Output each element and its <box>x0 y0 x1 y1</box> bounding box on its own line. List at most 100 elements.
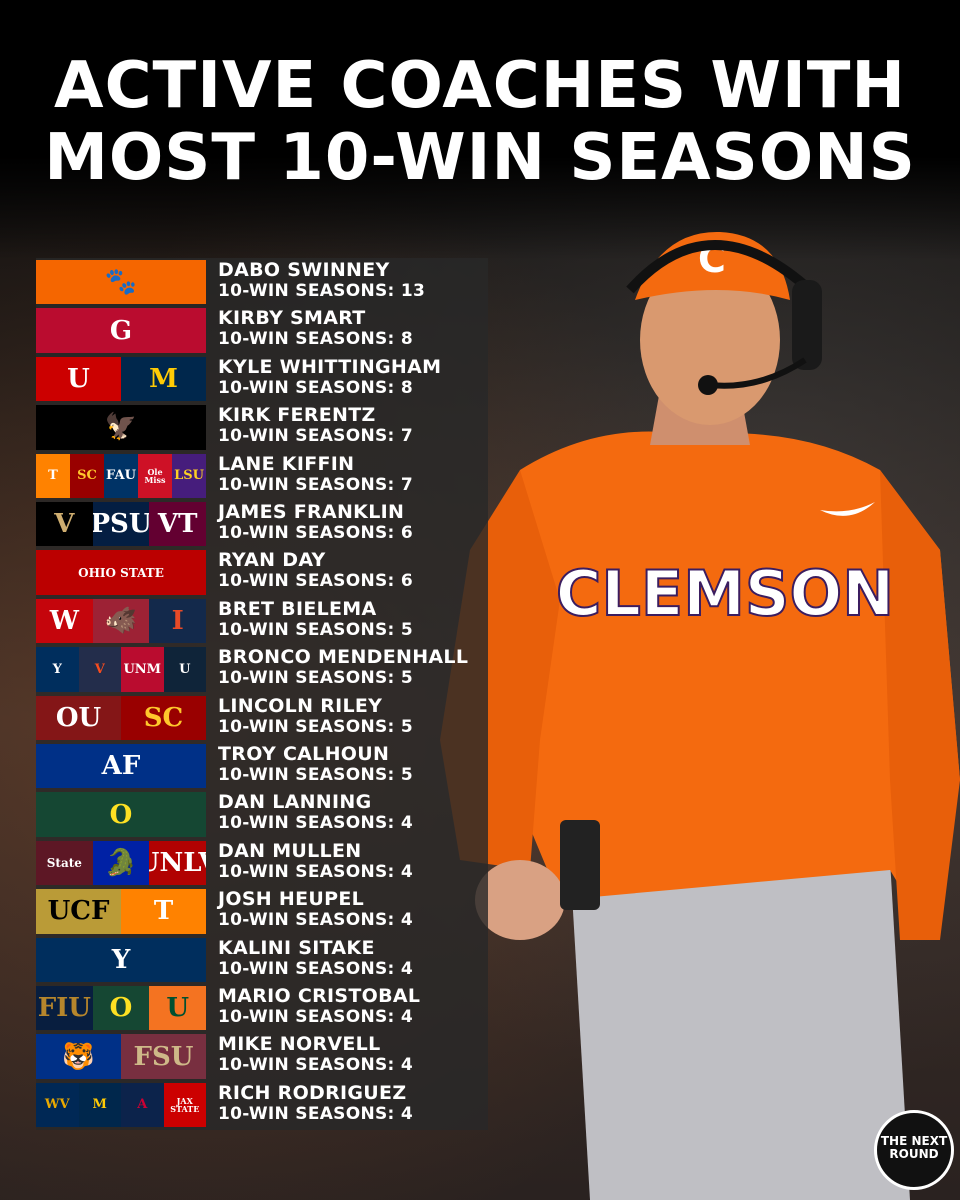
vanderbilt-v-icon: V <box>36 502 93 547</box>
coach-row: U M KYLE WHITTINGHAM 10-WIN SEASONS: 8 <box>36 355 488 403</box>
coach-win-count: 10-WIN SEASONS: 8 <box>218 329 413 350</box>
coach-info: MARIO CRISTOBAL 10-WIN SEASONS: 4 <box>218 986 420 1028</box>
team-logos: Y V UNM U <box>36 647 206 692</box>
coach-row: Y V UNM U BRONCO MENDENHALL 10-WIN SEASONS: 5 <box>36 645 488 693</box>
coach-info: JAMES FRANKLIN 10-WIN SEASONS: 6 <box>218 501 413 544</box>
utah-u-icon: U <box>36 356 121 402</box>
coach-row: T SC FAU Ole Miss LSU LANE KIFFIN 10-WIN SEASO… <box>36 452 488 500</box>
coach-row: W 🐗 I BRET BIELEMA 10-WIN SEASONS: 5 <box>36 597 488 645</box>
coach-row: OU SC LINCOLN RILEY 10-WIN SEASONS: 5 <box>36 694 488 742</box>
michigan-m-icon: M <box>78 1082 121 1128</box>
coach-name: KALINI SITAKE <box>218 936 375 959</box>
coach-info: BRONCO MENDENHALL 10-WIN SEASONS: 5 <box>218 647 468 689</box>
coach-info: KIRK FERENTZ 10-WIN SEASONS: 7 <box>218 405 413 447</box>
team-logos: AF <box>36 744 206 789</box>
coach-name: RICH RODRIGUEZ <box>218 1081 407 1104</box>
coach-name: TROY CALHOUN <box>218 743 390 765</box>
coach-info: KYLE WHITTINGHAM 10-WIN SEASONS: 8 <box>218 355 442 398</box>
memphis-tiger-icon: 🐯 <box>36 1034 121 1079</box>
fiu-icon: FIU <box>36 986 93 1031</box>
team-logos: OU SC <box>36 695 206 740</box>
iowa-hawk-icon: 🦅 <box>36 405 206 450</box>
fau-owl-icon: FAU <box>104 453 138 498</box>
wisconsin-w-icon: W <box>36 598 93 644</box>
coach-win-count: 10-WIN SEASONS: 6 <box>218 571 413 592</box>
ucf-icon: UCF <box>36 889 121 934</box>
ohio-state-icon: OHIO STATE <box>36 550 206 595</box>
coach-name: BRET BIELEMA <box>218 597 377 620</box>
coach-info: LANE KIFFIN 10-WIN SEASONS: 7 <box>218 453 413 495</box>
coach-win-count: 10-WIN SEASONS: 6 <box>218 523 413 543</box>
coach-win-count: 10-WIN SEASONS: 4 <box>218 910 413 931</box>
coach-info: DABO SWINNEY 10-WIN SEASONS: 13 <box>218 260 425 302</box>
coach-row: OHIO STATE RYAN DAY 10-WIN SEASONS: 6 <box>36 548 488 596</box>
ole-miss-icon: Ole Miss <box>138 453 172 498</box>
tennessee-t-icon: T <box>36 453 70 498</box>
utah-state-icon: U <box>163 647 206 692</box>
tennessee-t-icon: T <box>121 889 206 934</box>
page-title: ACTIVE COACHES WITH MOST 10-WIN SEASONS <box>0 50 960 194</box>
usc-sc-icon: SC <box>121 695 206 740</box>
coach-info: RYAN DAY 10-WIN SEASONS: 6 <box>218 550 413 592</box>
coach-info: BRET BIELEMA 10-WIN SEASONS: 5 <box>218 597 413 640</box>
coach-info: DAN MULLEN 10-WIN SEASONS: 4 <box>218 839 413 882</box>
coach-win-count: 10-WIN SEASONS: 7 <box>218 426 413 447</box>
florida-state-icon: FSU <box>121 1034 206 1079</box>
coach-name: DAN MULLEN <box>218 839 362 862</box>
michigan-m-icon: M <box>121 356 206 402</box>
coach-win-count: 10-WIN SEASONS: 4 <box>218 1055 413 1076</box>
coach-row: UCF T JOSH HEUPEL 10-WIN SEASONS: 4 <box>36 887 488 935</box>
coach-name: KYLE WHITTINGHAM <box>218 355 442 378</box>
title-line-1: ACTIVE COACHES WITH <box>54 49 906 123</box>
coach-info: DAN LANNING 10-WIN SEASONS: 4 <box>218 791 413 834</box>
coach-win-count: 10-WIN SEASONS: 5 <box>218 668 413 689</box>
team-logos: UCF T <box>36 889 206 934</box>
coach-name: JOSH HEUPEL <box>218 888 365 911</box>
jax-state-icon: JAX STATE <box>163 1082 206 1128</box>
arkansas-hog-icon: 🐗 <box>92 598 150 644</box>
team-logos: W 🐗 I <box>36 598 207 644</box>
team-logos: V PSU VT <box>36 502 207 547</box>
brand-text: THE NEXT ROUND <box>880 1134 948 1161</box>
coach-row: AF TROY CALHOUN 10-WIN SEASONS: 5 <box>36 742 488 790</box>
the-next-round-logo-icon: THE NEXT ROUND <box>874 1110 954 1190</box>
team-logos: G <box>36 308 206 353</box>
team-logos: O <box>36 792 206 837</box>
team-logos: OHIO STATE <box>36 550 206 595</box>
coach-row: WV M A JAX STATE RICH RODRIGUEZ 10-WIN SEASON… <box>36 1081 488 1129</box>
coach-name: DAN LANNING <box>218 791 372 814</box>
clemson-paw-icon: 🐾 <box>36 260 206 305</box>
virginia-v-icon: V <box>78 647 121 692</box>
coach-name: MIKE NORVELL <box>218 1033 381 1056</box>
illinois-i-icon: I <box>149 598 207 644</box>
coach-row: O DAN LANNING 10-WIN SEASONS: 4 <box>36 790 488 838</box>
coach-win-count: 10-WIN SEASONS: 4 <box>218 861 413 882</box>
coach-row: V PSU VT JAMES FRANKLIN 10-WIN SEASONS: 6 <box>36 500 488 548</box>
florida-gator-icon: 🐊 <box>92 840 150 886</box>
coach-row: FIU O U MARIO CRISTOBAL 10-WIN SEASONS: 4 <box>36 984 488 1032</box>
air-force-icon: AF <box>36 744 206 789</box>
usc-sc-icon: SC <box>70 453 104 498</box>
byu-y-icon: Y <box>36 937 206 982</box>
coach-info: RICH RODRIGUEZ 10-WIN SEASONS: 4 <box>218 1081 413 1124</box>
title-line-2: MOST 10-WIN SEASONS <box>44 121 916 195</box>
team-logos: 🐾 <box>36 260 206 305</box>
coach-win-count: 10-WIN SEASONS: 8 <box>218 377 413 398</box>
team-logos: T SC FAU Ole Miss LSU <box>36 453 206 498</box>
coach-win-count: 10-WIN SEASONS: 4 <box>218 1007 413 1027</box>
coach-info: MIKE NORVELL 10-WIN SEASONS: 4 <box>218 1033 413 1076</box>
lsu-tiger-icon: LSU <box>172 453 206 498</box>
coach-row: 🐯 FSU MIKE NORVELL 10-WIN SEASONS: 4 <box>36 1032 488 1080</box>
coach-info: LINCOLN RILEY 10-WIN SEASONS: 5 <box>218 695 413 737</box>
coach-win-count: 10-WIN SEASONS: 4 <box>218 1103 413 1124</box>
team-logos: State🐊UNLV <box>36 840 207 886</box>
coach-photo: C CLEMSON <box>440 231 960 1200</box>
jersey-text: CLEMSON <box>556 557 894 630</box>
team-logos: FIU O U <box>36 986 207 1031</box>
team-logos: 🐯 FSU <box>36 1034 206 1079</box>
georgia-g-icon: G <box>36 308 206 353</box>
coach-name: JAMES FRANKLIN <box>218 501 405 523</box>
coach-info: TROY CALHOUN 10-WIN SEASONS: 5 <box>218 743 413 786</box>
coach-win-count: 10-WIN SEASONS: 4 <box>218 813 413 834</box>
